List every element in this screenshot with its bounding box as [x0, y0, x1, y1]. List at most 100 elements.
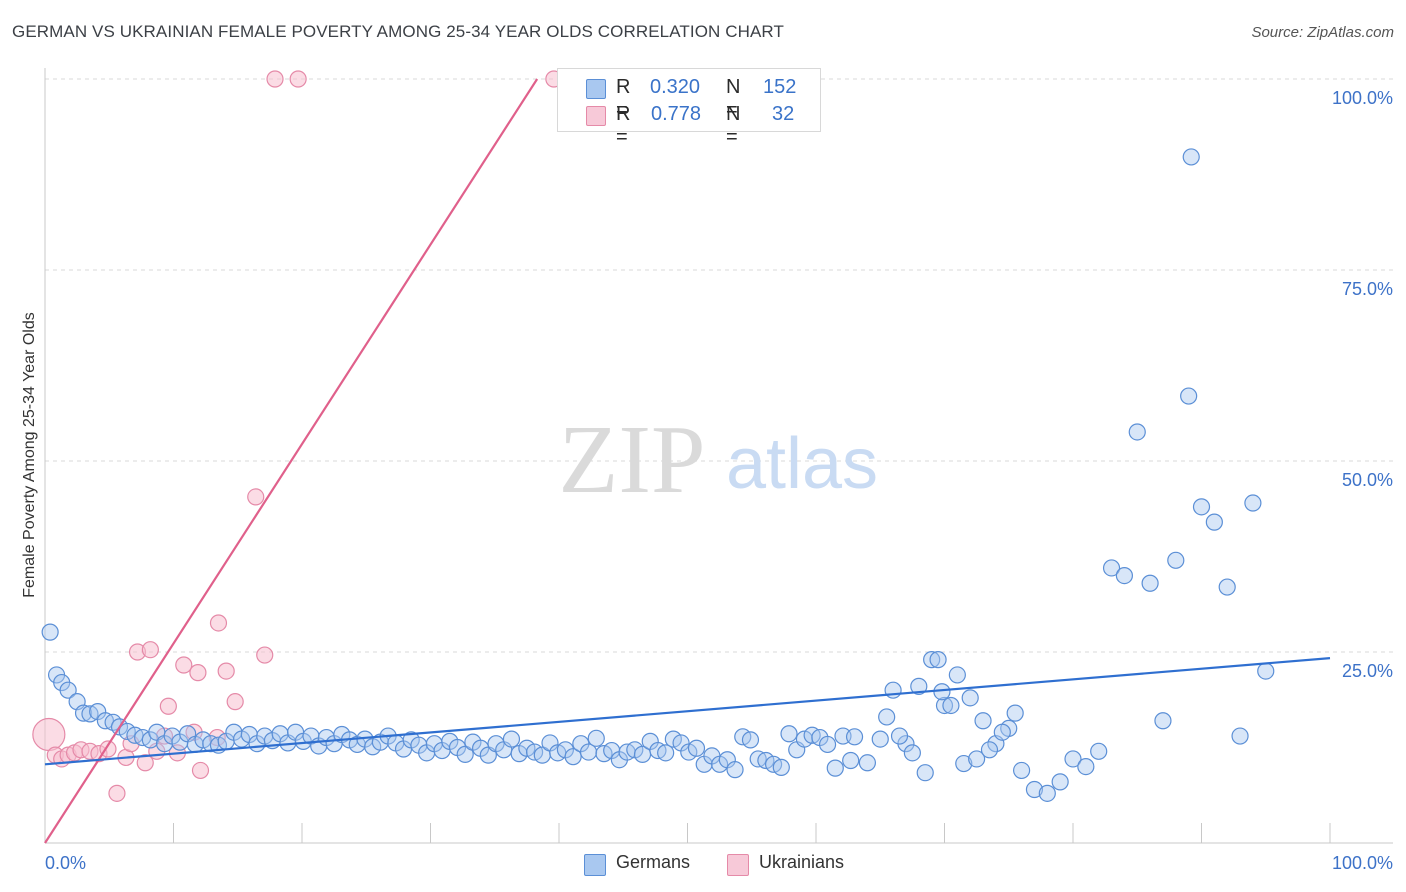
x-tick-label: 0.0%: [45, 853, 86, 873]
germans-point: [1077, 757, 1095, 776]
germans-point: [59, 681, 77, 699]
germans-point: [564, 748, 582, 766]
ukrainians-point: [108, 784, 126, 802]
germans-point: [41, 623, 59, 641]
germans-point: [726, 761, 744, 779]
y-tick-label: 50.0%: [1342, 470, 1393, 490]
germans-point: [194, 731, 212, 749]
germans-point: [587, 729, 605, 747]
germans-legend-swatch: [584, 854, 606, 876]
ukrainians-point: [175, 656, 193, 674]
watermark: ZIP atlas: [559, 406, 879, 514]
ukrainians-legend-label: Ukrainians: [759, 852, 845, 872]
y-tick-label: 100.0%: [1332, 88, 1393, 108]
germans-point: [948, 666, 966, 684]
y-tick-label: 25.0%: [1342, 661, 1393, 681]
germans-point: [1051, 773, 1069, 791]
germans-point: [680, 743, 698, 761]
germans-point: [878, 708, 896, 726]
germans-point: [687, 739, 706, 757]
germans-point: [842, 751, 860, 770]
germans-point: [884, 681, 902, 699]
germans-swatch: [586, 79, 606, 99]
germans-point: [780, 725, 798, 743]
germans-point: [1006, 704, 1024, 722]
n-label: N =: [726, 103, 741, 148]
ukrainians-point: [217, 662, 235, 680]
germans-point: [1231, 727, 1249, 745]
ukrainians-point: [226, 693, 244, 711]
germans-point: [871, 730, 889, 748]
germans-point: [942, 696, 960, 715]
germans-point: [1244, 494, 1262, 512]
ukrainians-point: [159, 697, 177, 715]
ukrainians-point: [209, 614, 228, 632]
germans-point: [1167, 551, 1185, 569]
germans-point: [1025, 780, 1044, 799]
ukrainians-legend-swatch: [727, 854, 749, 876]
trend-lines: [44, 78, 1331, 844]
germans-point: [968, 750, 986, 768]
germans-point: [74, 704, 93, 722]
ukrainians-point: [189, 664, 207, 682]
germans-point: [929, 651, 947, 669]
germans-point: [1038, 784, 1056, 802]
germans-points: [41, 148, 1275, 802]
germans-point: [826, 759, 844, 777]
germans-trend-line: [44, 657, 1331, 766]
germans-point: [923, 651, 941, 669]
germans-point: [1064, 750, 1082, 768]
germans-point: [1180, 387, 1198, 405]
germans-point: [741, 731, 760, 749]
germans-point: [1257, 662, 1275, 680]
germans-point: [818, 735, 837, 754]
ukrainians-point: [191, 761, 210, 780]
germans-point: [118, 722, 136, 741]
ukrainians-point: [289, 70, 307, 88]
germans-point: [1154, 712, 1172, 730]
r-label: R =: [616, 76, 631, 121]
germans-legend-label: Germans: [616, 852, 691, 872]
ukrainians-trend-line: [44, 78, 539, 844]
germans-point: [935, 696, 954, 715]
ukrainians-point: [136, 754, 154, 772]
n-value: 152: [763, 76, 797, 98]
y-tick-label: 75.0%: [1342, 279, 1393, 299]
germans-point: [502, 730, 521, 748]
germans-point: [955, 754, 973, 773]
germans-point: [1141, 574, 1159, 592]
germans-point: [910, 677, 928, 695]
x-tick-label: 100.0%: [1332, 853, 1393, 873]
ukrainians-point: [266, 70, 284, 88]
chart-title: GERMAN VS UKRAINIAN FEMALE POVERTY AMONG…: [12, 22, 784, 41]
ukrainians-swatch: [586, 106, 606, 126]
germans-point: [1090, 742, 1108, 760]
r-label: R =: [616, 103, 631, 148]
germans-point: [1192, 498, 1211, 516]
germans-point: [772, 758, 790, 776]
n-label: N =: [726, 76, 741, 121]
germans-point: [1205, 513, 1223, 531]
germans-point: [518, 739, 536, 757]
ukrainians-point: [256, 646, 274, 664]
n-value: 32: [772, 103, 795, 125]
r-value: 0.778: [651, 103, 702, 125]
germans-point: [1012, 761, 1031, 780]
germans-point: [657, 744, 675, 762]
correlation-legend: R = 0.320 N = 152 R = 0.778 N = 32: [557, 68, 821, 148]
germans-point: [1115, 566, 1134, 585]
source-label: Source: ZipAtlas.com: [1251, 24, 1394, 41]
germans-point: [890, 727, 909, 745]
ukrainians-point: [32, 717, 66, 752]
ukrainians-point: [247, 488, 265, 506]
axes: [44, 68, 1393, 844]
r-value: 0.320: [650, 76, 701, 98]
germans-point: [980, 741, 999, 759]
watermark-atlas: atlas: [726, 424, 878, 504]
germans-point: [664, 730, 682, 748]
germans-point: [1182, 148, 1200, 166]
germans-point: [1218, 578, 1236, 596]
germans-point: [974, 712, 992, 730]
germans-point: [1128, 423, 1146, 441]
